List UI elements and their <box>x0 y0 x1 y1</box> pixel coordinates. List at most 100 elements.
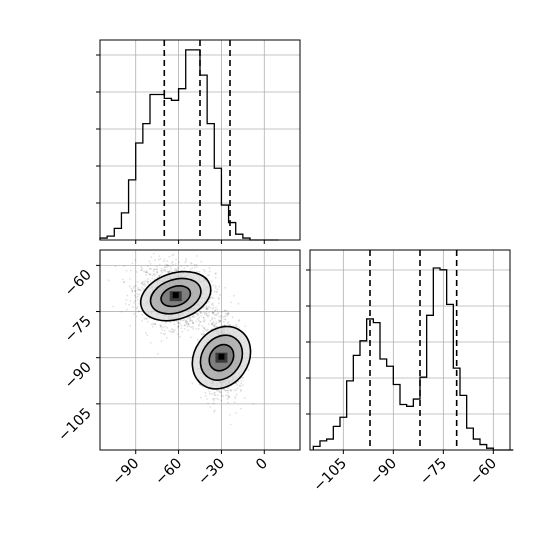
scatter-point <box>211 322 213 325</box>
scatter-point <box>125 299 128 301</box>
scatter-point <box>211 302 214 305</box>
scatter-point <box>128 303 130 306</box>
scatter-point <box>189 319 192 321</box>
scatter-point <box>235 382 237 385</box>
scatter-point <box>125 269 128 272</box>
scatter-point <box>223 388 226 391</box>
scatter-point <box>227 391 229 394</box>
scatter-point <box>175 320 178 323</box>
scatter-point <box>186 320 189 323</box>
scatter-point <box>240 382 243 385</box>
scatter-point <box>141 286 143 289</box>
scatter-point <box>227 312 230 315</box>
scatter-point <box>133 285 136 288</box>
scatter-point <box>192 321 194 324</box>
scatter-point <box>164 333 167 335</box>
x-tick-label: −30 <box>195 456 228 489</box>
scatter-point <box>203 327 206 330</box>
scatter-point <box>195 263 198 266</box>
scatter-point <box>217 298 220 300</box>
scatter-point <box>163 258 166 261</box>
scatter-point <box>129 324 132 327</box>
scatter-point <box>146 278 149 281</box>
scatter-point <box>168 330 171 333</box>
scatter-point <box>205 329 208 332</box>
scatter-point <box>151 277 154 280</box>
scatter-point <box>137 288 140 291</box>
scatter-point <box>230 388 233 391</box>
scatter-point <box>144 285 146 287</box>
scatter-point <box>233 389 236 392</box>
scatter-point <box>186 265 189 268</box>
scatter-point <box>144 317 147 320</box>
scatter-point <box>211 312 214 315</box>
scatter-point <box>213 324 216 326</box>
scatter-point <box>202 268 205 271</box>
scatter-point <box>174 268 177 271</box>
scatter-point <box>202 333 205 336</box>
scatter-point <box>144 271 147 274</box>
scatter-point <box>131 291 134 293</box>
scatter-point <box>239 390 242 392</box>
scatter-point <box>218 315 220 318</box>
scatter-point <box>239 385 242 388</box>
scatter-point <box>195 255 198 257</box>
scatter-point <box>165 263 167 266</box>
scatter-point <box>163 269 166 272</box>
scatter-point <box>120 310 123 313</box>
scatter-point <box>178 335 181 338</box>
scatter-point <box>217 302 220 305</box>
scatter-point <box>175 269 178 271</box>
scatter-point <box>227 312 230 315</box>
scatter-point <box>235 323 238 326</box>
scatter-point <box>168 255 171 258</box>
scatter-point <box>237 380 240 383</box>
scatter-point <box>229 413 232 416</box>
scatter-point <box>226 312 229 315</box>
scatter-point <box>224 318 227 321</box>
scatter-point <box>219 320 222 323</box>
scatter-point <box>212 306 215 309</box>
scatter-point <box>189 336 192 339</box>
scatter-point <box>135 271 138 273</box>
x-tick-label: −60 <box>467 456 500 489</box>
scatter-point <box>129 300 132 302</box>
scatter-point <box>224 316 227 318</box>
scatter-point <box>208 390 211 393</box>
scatter-point <box>218 285 220 288</box>
scatter-point <box>154 322 157 325</box>
scatter-point <box>166 270 169 273</box>
scatter-point <box>146 281 149 283</box>
scatter-point <box>220 391 222 394</box>
scatter-point <box>212 297 214 299</box>
scatter-point <box>160 325 163 328</box>
scatter-point <box>226 401 229 404</box>
scatter-point <box>197 314 199 317</box>
scatter-point <box>219 294 222 296</box>
scatter-point <box>134 299 136 302</box>
scatter-point <box>185 321 188 324</box>
scatter-point <box>195 313 198 315</box>
scatter-point <box>143 281 146 284</box>
scatter-point <box>151 274 154 277</box>
scatter-point <box>227 312 230 314</box>
scatter-point <box>215 397 218 400</box>
scatter-point <box>219 316 222 319</box>
scatter-point <box>172 253 175 256</box>
scatter-point <box>145 318 148 320</box>
scatter-point <box>138 293 141 296</box>
scatter-point <box>213 394 216 396</box>
scatter-point <box>175 258 178 261</box>
scatter-point <box>206 328 209 331</box>
scatter-point <box>205 306 208 309</box>
scatter-point <box>136 288 139 291</box>
scatter-point <box>128 277 131 280</box>
scatter-point <box>136 281 139 283</box>
scatter-point <box>156 268 158 271</box>
scatter-point <box>147 320 149 323</box>
scatter-point <box>211 393 213 395</box>
scatter-point <box>192 325 194 328</box>
scatter-point <box>168 271 171 273</box>
scatter-point <box>180 324 183 327</box>
